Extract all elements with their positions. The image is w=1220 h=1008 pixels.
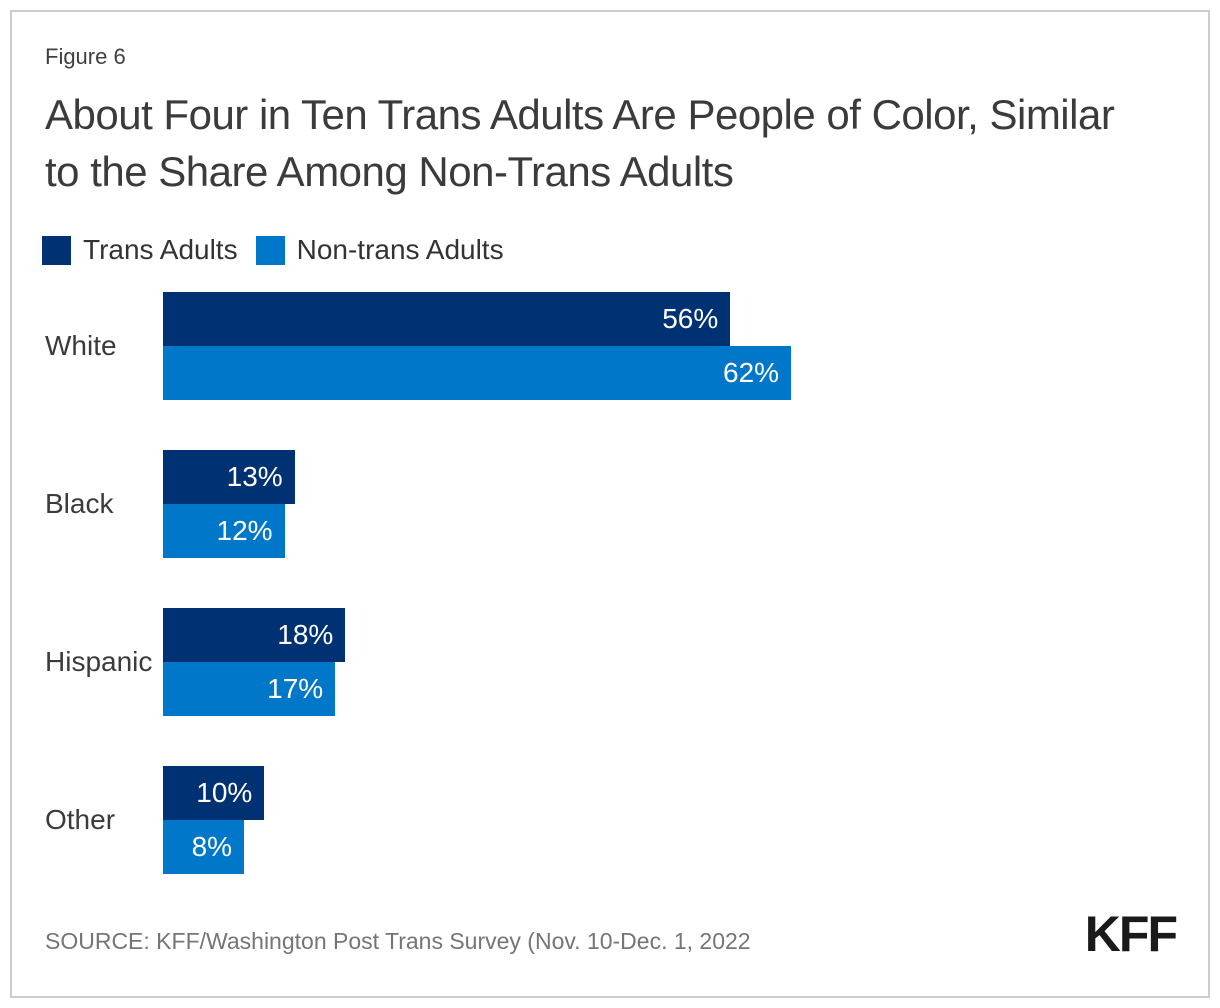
bar-track: 13%	[163, 450, 1176, 504]
bar-track: 8%	[163, 820, 1176, 874]
category-label-black: Black	[45, 488, 114, 519]
bar-trans-adults-white: 56%	[163, 292, 731, 346]
bar-track: 18%	[163, 608, 1176, 662]
legend-swatch-non-trans-adults	[255, 235, 285, 265]
bar-track: 62%	[163, 346, 1176, 400]
legend-swatch-trans-adults	[42, 235, 71, 265]
figure-number-label: Figure 6	[45, 44, 126, 69]
bar-track: 17%	[163, 662, 1176, 716]
bar-value-label: 8%	[191, 831, 233, 862]
bar-non-trans-adults-hispanic: 17%	[163, 662, 336, 716]
legend-item-non-trans-adults: Non-trans Adults	[255, 234, 504, 266]
chart-legend: Trans Adults Non-trans Adults	[42, 234, 504, 266]
bar-trans-adults-other: 10%	[163, 766, 265, 820]
bar-non-trans-adults-white: 62%	[163, 346, 792, 400]
bar-value-label: 17%	[267, 673, 324, 704]
bar-value-label: 13%	[226, 461, 283, 492]
legend-label-non-trans-adults: Non-trans Adults	[296, 234, 504, 265]
bar-value-label: 12%	[216, 515, 273, 546]
chart-title: About Four in Ten Trans Adults Are Peopl…	[45, 91, 1115, 195]
category-label-hispanic: Hispanic	[45, 646, 153, 677]
bar-trans-adults-black: 13%	[163, 450, 295, 504]
bar-value-label: 18%	[277, 619, 334, 650]
source-note: SOURCE: KFF/Washington Post Trans Survey…	[45, 928, 751, 954]
bar-track: 10%	[163, 766, 1176, 820]
bar-value-label: 56%	[662, 303, 719, 334]
legend-label-trans-adults: Trans Adults	[83, 234, 238, 265]
bar-non-trans-adults-black: 12%	[163, 504, 285, 558]
category-label-white: White	[45, 330, 117, 361]
bar-track: 12%	[163, 504, 1176, 558]
bar-trans-adults-hispanic: 18%	[163, 608, 346, 662]
legend-item-trans-adults: Trans Adults	[42, 234, 238, 266]
bar-track: 56%	[163, 292, 1176, 346]
bar-value-label: 10%	[196, 777, 253, 808]
kff-logo: KFF	[1084, 906, 1178, 962]
bar-non-trans-adults-other: 8%	[163, 820, 245, 874]
category-label-other: Other	[45, 804, 116, 835]
bar-value-label: 62%	[723, 357, 780, 388]
